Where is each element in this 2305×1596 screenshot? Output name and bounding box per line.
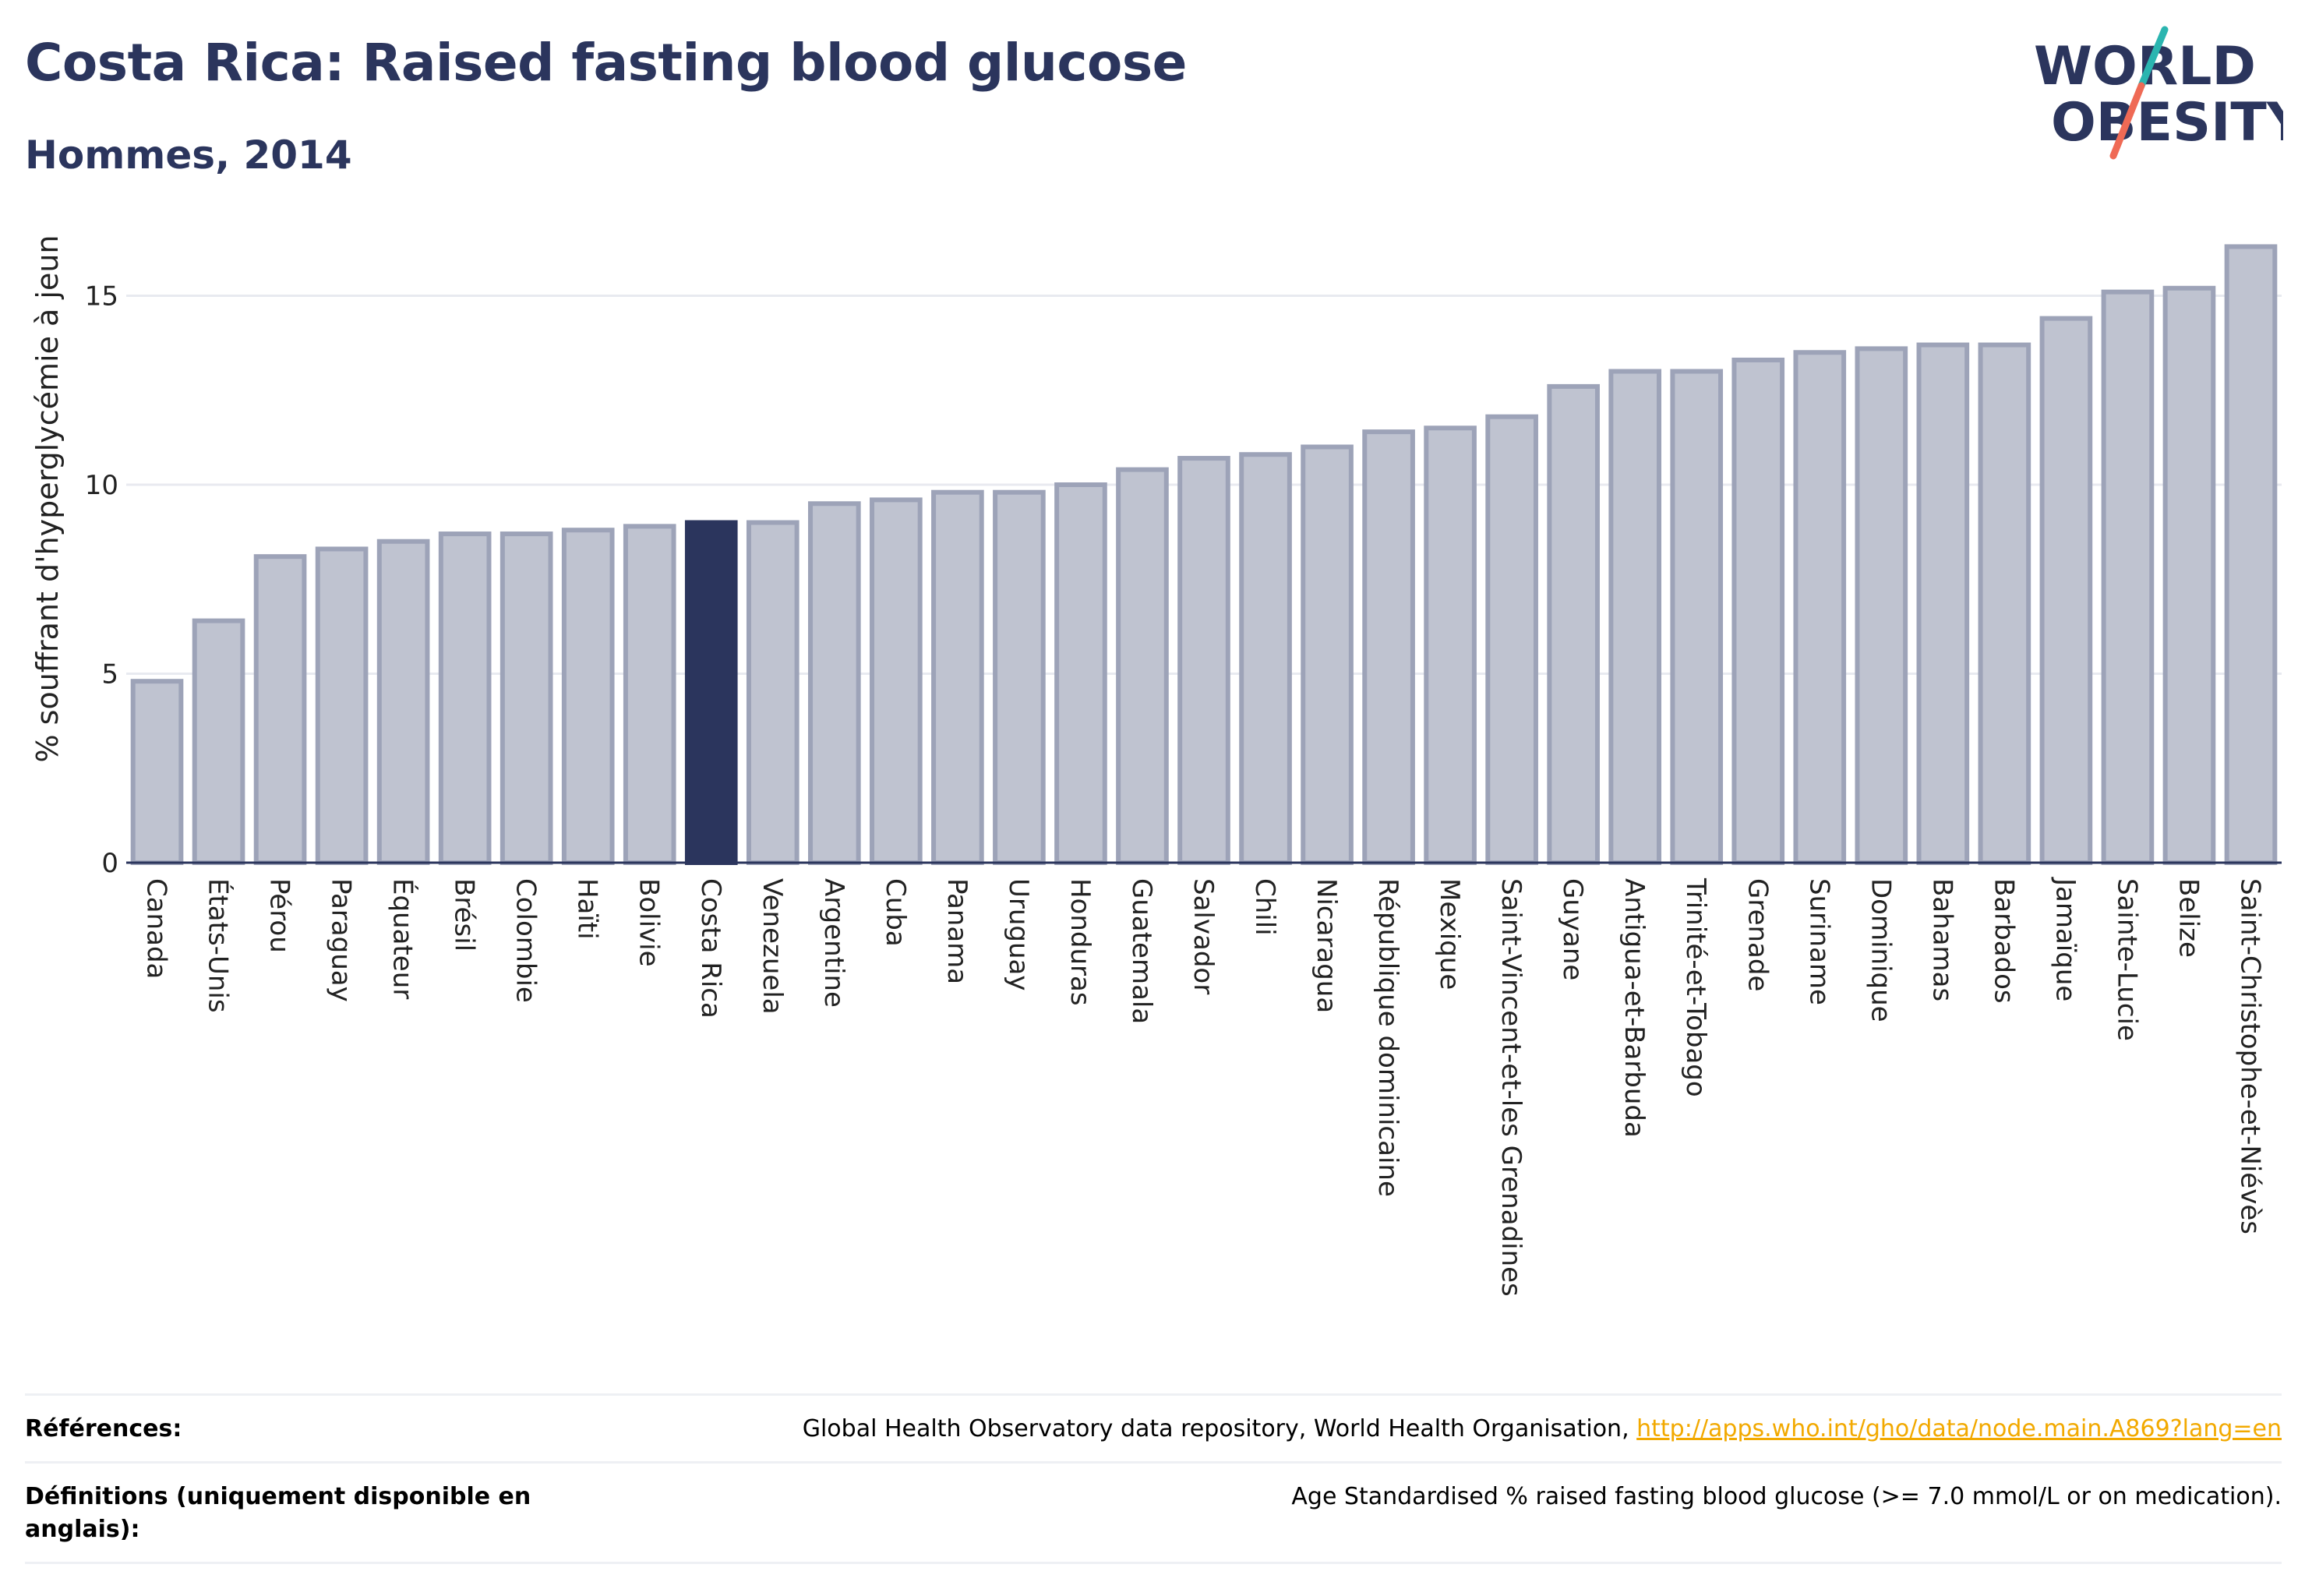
bar [746, 520, 800, 865]
x-category-label: Sainte-Lucie [2111, 878, 2142, 1041]
bar [623, 524, 676, 865]
bar [1916, 342, 1970, 865]
x-category-label: Antigua-et-Barbuda [1618, 878, 1650, 1138]
bar [1424, 425, 1477, 865]
bar [2039, 316, 2093, 866]
x-category-label: Bolivie [634, 878, 665, 967]
x-category-label: Jamaïque [2049, 877, 2081, 1001]
definitions-value: Age Standardised % raised fasting blood … [1291, 1483, 2282, 1510]
x-category-label: Haïti [572, 878, 603, 940]
bar [438, 531, 492, 865]
x-category-label: États-Unis [203, 878, 235, 1013]
bar [1608, 369, 1662, 865]
bar [130, 679, 184, 866]
y-tick-label: 10 [85, 470, 118, 501]
x-category-label: Panama [941, 878, 972, 984]
world-obesity-logo: WORLD OBESITY [2034, 26, 2283, 160]
bar [1731, 357, 1785, 865]
bar-chart: 0 5 10 15 Canada États-Unis Pérou Paraguay Équa… [30, 235, 2282, 1297]
bar [808, 501, 861, 865]
bar [376, 538, 430, 865]
references-value: Global Health Observatory data repositor… [803, 1413, 2282, 1446]
bar [2101, 289, 2155, 865]
bar [931, 489, 984, 865]
bar [1855, 346, 1908, 865]
bar [1793, 350, 1847, 865]
logo-text-world: WORLD [2034, 36, 2256, 97]
bar [870, 497, 923, 866]
x-category-label: Mexique [1434, 878, 1465, 990]
bar [1485, 414, 1538, 865]
bar [2224, 244, 2278, 865]
x-category-label: Grenade [1742, 878, 1773, 991]
logo-slash-teal [2137, 26, 2169, 90]
x-category-label: Guatemala [1126, 878, 1157, 1024]
x-category-label: Venezuela [757, 878, 788, 1015]
y-tick-label: 5 [101, 659, 118, 690]
x-category-label: Trinité-et-Tobago [1680, 877, 1711, 1097]
x-category-label: Saint-Vincent-et-les Grenadines [1495, 878, 1527, 1297]
x-category-label: Uruguay [1003, 878, 1034, 991]
y-axis-ticks: 0 5 10 15 [85, 281, 118, 880]
x-category-label: Guyane [1557, 878, 1588, 980]
references-row: Références: Global Health Observatory da… [25, 1393, 2282, 1461]
bar-highlight [684, 520, 738, 865]
x-category-label: Chili [1249, 878, 1280, 936]
references-link[interactable]: http://apps.who.int/gho/data/node.main.A… [1636, 1415, 2282, 1442]
x-category-label: Pérou [264, 878, 295, 953]
definitions-row: Définitions (uniquement disponible en an… [25, 1461, 2282, 1564]
x-category-label: Saint-Christophe-et-Niévès [2234, 878, 2265, 1234]
x-category-label: Paraguay [326, 878, 357, 1002]
bar [1978, 342, 2031, 865]
x-category-label: Argentine [818, 878, 849, 1008]
x-category-label: Bahamas [1926, 878, 1957, 1001]
definitions-label: Définitions (uniquement disponible en an… [25, 1483, 531, 1543]
x-category-label: Colombie [510, 878, 542, 1003]
bar [1116, 467, 1169, 865]
logo-slash-coral [2109, 82, 2145, 160]
x-category-label: Nicaragua [1311, 878, 1342, 1013]
bar [1547, 383, 1600, 865]
bar [561, 528, 615, 865]
x-category-label: Honduras [1064, 878, 1096, 1006]
chart-title: Costa Rica: Raised fasting blood glucose [25, 33, 1187, 93]
chart-subtitle: Hommes, 2014 [25, 132, 352, 178]
footer: Références: Global Health Observatory da… [25, 1393, 2282, 1564]
x-category-label: Belize [2173, 878, 2204, 958]
y-tick-label: 0 [101, 848, 118, 879]
x-category-label: Cuba [880, 878, 911, 947]
y-axis-title: % souffrant d'hyperglycémie à jeun [30, 235, 65, 762]
x-category-label: Canada [141, 878, 172, 979]
bar [315, 546, 369, 865]
bar [1670, 369, 1724, 865]
logo-text-obesity: OBESITY [2051, 92, 2283, 154]
x-category-label: Costa Rica [695, 878, 726, 1019]
bar [1239, 452, 1292, 865]
bar [1301, 444, 1354, 865]
x-category-label: République dominicaine [1372, 878, 1403, 1197]
bar [1177, 456, 1230, 865]
bar [253, 554, 307, 866]
references-text: Global Health Observatory data repositor… [802, 1415, 1637, 1442]
bar [192, 618, 245, 865]
x-category-label: Salvador [1188, 878, 1219, 994]
bar [1362, 429, 1415, 865]
y-tick-label: 15 [85, 281, 118, 312]
bar [993, 489, 1046, 865]
bar [499, 531, 553, 865]
bar [2162, 285, 2216, 865]
x-category-label: Barbados [1988, 878, 2019, 1004]
bar [1054, 482, 1107, 865]
x-category-label: Brésil [449, 878, 480, 952]
x-category-label: Équateur [387, 878, 419, 999]
bars [130, 244, 2278, 866]
x-category-label: Dominique [1865, 878, 1896, 1022]
x-axis-labels: Canada États-Unis Pérou Paraguay Équateur Bré… [141, 877, 2266, 1297]
references-label: Références: [25, 1415, 182, 1442]
x-category-label: Suriname [1803, 878, 1834, 1005]
